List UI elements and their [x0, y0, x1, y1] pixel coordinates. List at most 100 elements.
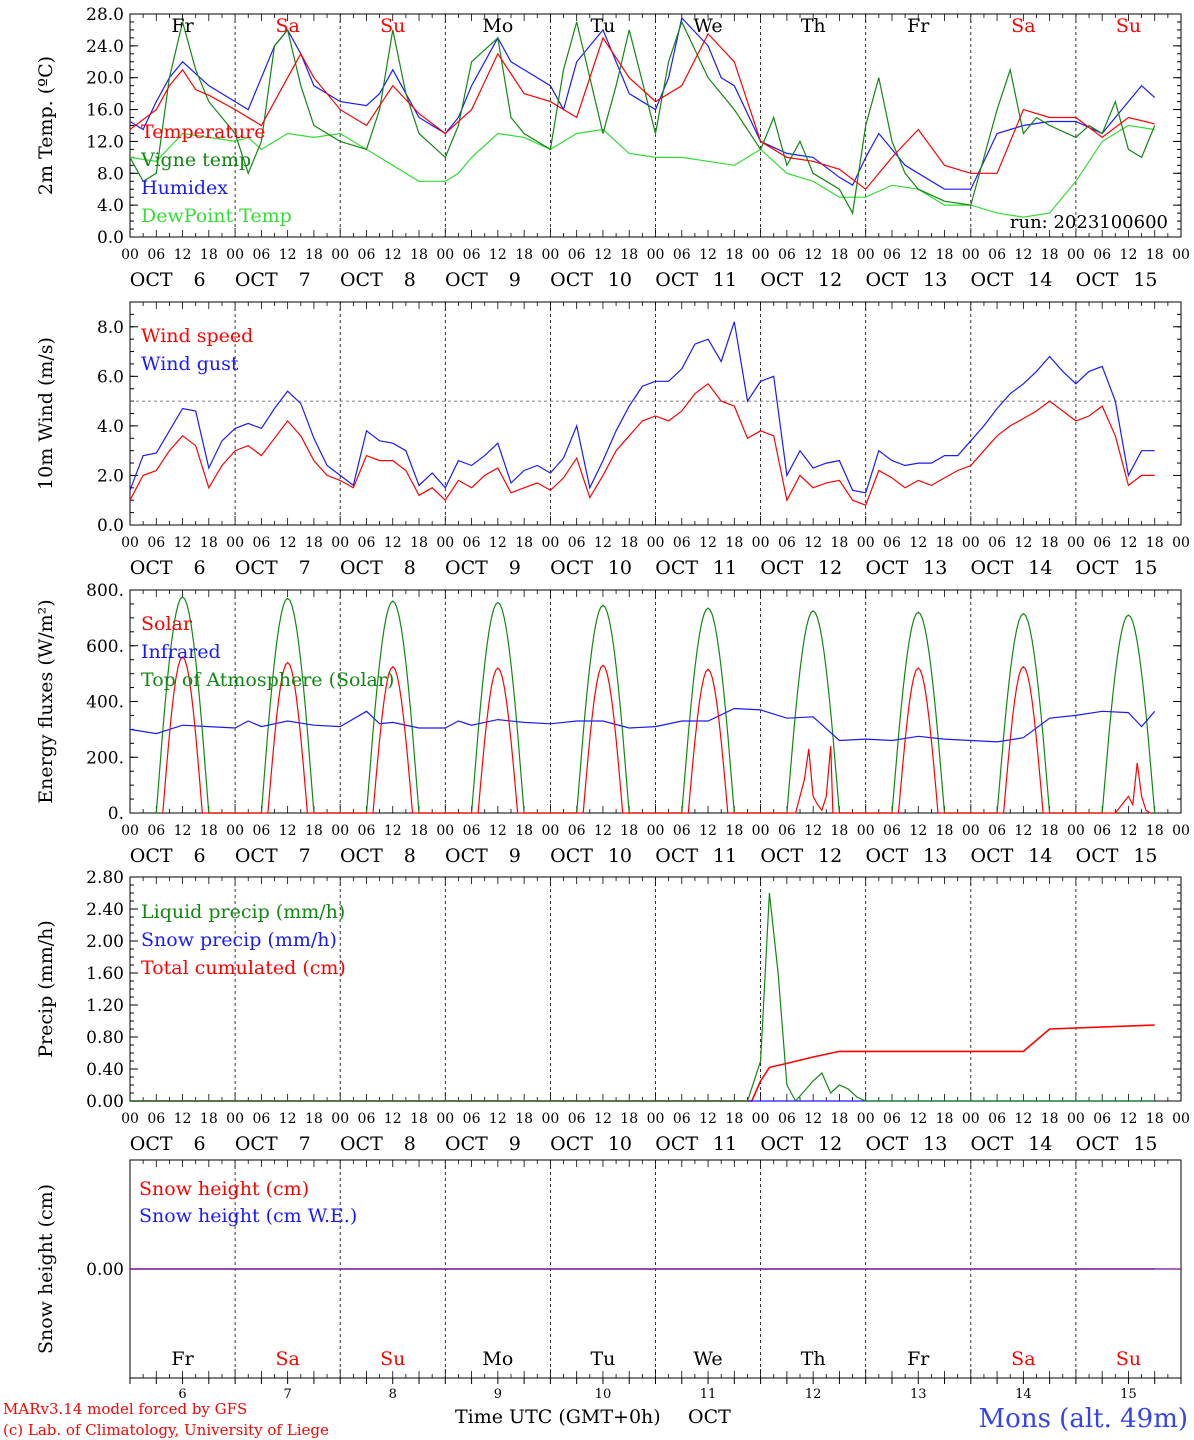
date-month: OCT: [760, 269, 803, 291]
series-line: [130, 892, 1155, 1103]
y-tick-label: 2.80: [86, 868, 124, 888]
legend-entry: Solar: [141, 613, 193, 635]
date-month: OCT: [340, 269, 383, 291]
hour-label: 06: [252, 1111, 270, 1127]
date-month: OCT: [865, 557, 908, 579]
weekday-label: Fr: [907, 1348, 930, 1370]
date-month: OCT: [971, 269, 1014, 291]
hour-label: 06: [568, 247, 586, 263]
hour-label: 00: [1172, 535, 1190, 551]
y-tick-label: 400.: [86, 693, 124, 713]
hour-label: 06: [463, 823, 481, 839]
hour-label: 00: [541, 247, 559, 263]
day-number: 9: [494, 1387, 502, 1402]
hour-label: 18: [200, 535, 218, 551]
series-line: [129, 16, 1156, 190]
y-tick-label: 6.0: [97, 367, 124, 387]
y-axis-label: 2m Temp. (ºC): [35, 56, 57, 195]
hour-label: 12: [804, 823, 822, 839]
hour-label: 18: [200, 247, 218, 263]
hour-label: 00: [226, 535, 244, 551]
hour-label: 18: [305, 823, 323, 839]
hour-label: 12: [1014, 247, 1032, 263]
weekday-label: We: [693, 1348, 722, 1370]
hour-label: 18: [620, 823, 638, 839]
date-day: 10: [608, 1133, 632, 1155]
hour-label: 12: [1014, 823, 1032, 839]
hour-label: 06: [252, 535, 270, 551]
date-month: OCT: [971, 845, 1014, 867]
hour-label: 12: [489, 535, 507, 551]
hour-label: 00: [436, 823, 454, 839]
date-month: OCT: [1076, 1133, 1119, 1155]
hour-label: 12: [1014, 535, 1032, 551]
weekday-label: Sa: [275, 1348, 299, 1370]
hour-label: 12: [174, 535, 192, 551]
date-day: 7: [299, 845, 311, 867]
date-month: OCT: [760, 557, 803, 579]
hour-label: 18: [936, 247, 954, 263]
hour-label: 06: [463, 1111, 481, 1127]
y-tick-label: 0.0: [97, 228, 124, 248]
hour-label: 06: [358, 823, 376, 839]
hour-label: 12: [1120, 247, 1138, 263]
y-tick-label: 0.80: [86, 1028, 124, 1048]
hour-label: 12: [594, 1111, 612, 1127]
date-month: OCT: [445, 845, 488, 867]
hour-label: 18: [1041, 1111, 1059, 1127]
hour-label: 00: [226, 1111, 244, 1127]
date-month: OCT: [550, 845, 593, 867]
y-tick-label: 16.0: [86, 101, 124, 121]
y-axis-label: Precip (mm/h): [35, 920, 57, 1058]
weekday-label: Fr: [171, 1348, 194, 1370]
date-day: 13: [923, 269, 947, 291]
hour-label: 18: [831, 247, 849, 263]
hour-label: 18: [936, 823, 954, 839]
series-line: [129, 382, 1155, 506]
date-month: OCT: [340, 845, 383, 867]
legend-entry: Top of Atmosphere (Solar): [141, 669, 394, 691]
hour-label: 00: [647, 247, 665, 263]
date-day: 15: [1133, 845, 1157, 867]
hour-label: 06: [883, 1111, 901, 1127]
weekday-label: Su: [1116, 15, 1141, 37]
legend-entry: Humidex: [141, 177, 228, 199]
hour-label: 12: [384, 535, 402, 551]
hour-label: 18: [725, 535, 743, 551]
date-day: 9: [509, 845, 521, 867]
date-month: OCT: [760, 1133, 803, 1155]
date-month: OCT: [1076, 269, 1119, 291]
hour-label: 18: [305, 247, 323, 263]
date-month: OCT: [130, 1133, 173, 1155]
date-day: 14: [1028, 269, 1052, 291]
hour-label: 18: [725, 1111, 743, 1127]
date-day: 15: [1133, 557, 1157, 579]
y-tick-label: 200.: [86, 748, 124, 768]
date-month: OCT: [550, 1133, 593, 1155]
date-day: 8: [404, 557, 416, 579]
date-month: OCT: [655, 269, 698, 291]
hour-label: 12: [384, 247, 402, 263]
date-month: OCT: [865, 845, 908, 867]
hour-label: 18: [1146, 823, 1164, 839]
legend-entry: Wind gust: [141, 353, 239, 375]
date-day: 13: [923, 1133, 947, 1155]
hour-label: 06: [147, 535, 165, 551]
station-label: Mons (alt. 49m): [979, 1404, 1188, 1434]
y-tick-label: 2.0: [97, 466, 124, 486]
hour-label: 06: [883, 823, 901, 839]
date-day: 9: [509, 269, 521, 291]
hour-label: 12: [909, 247, 927, 263]
hour-label: 06: [252, 247, 270, 263]
series-line: [130, 1024, 1155, 1102]
hour-label: 18: [1041, 823, 1059, 839]
hour-label: 00: [752, 823, 770, 839]
hour-label: 18: [620, 247, 638, 263]
hour-label: 06: [778, 535, 796, 551]
day-number: 6: [178, 1387, 186, 1402]
hour-label: 12: [174, 823, 192, 839]
series-line: [162, 656, 1153, 814]
hour-label: 06: [358, 535, 376, 551]
date-month: OCT: [655, 1133, 698, 1155]
